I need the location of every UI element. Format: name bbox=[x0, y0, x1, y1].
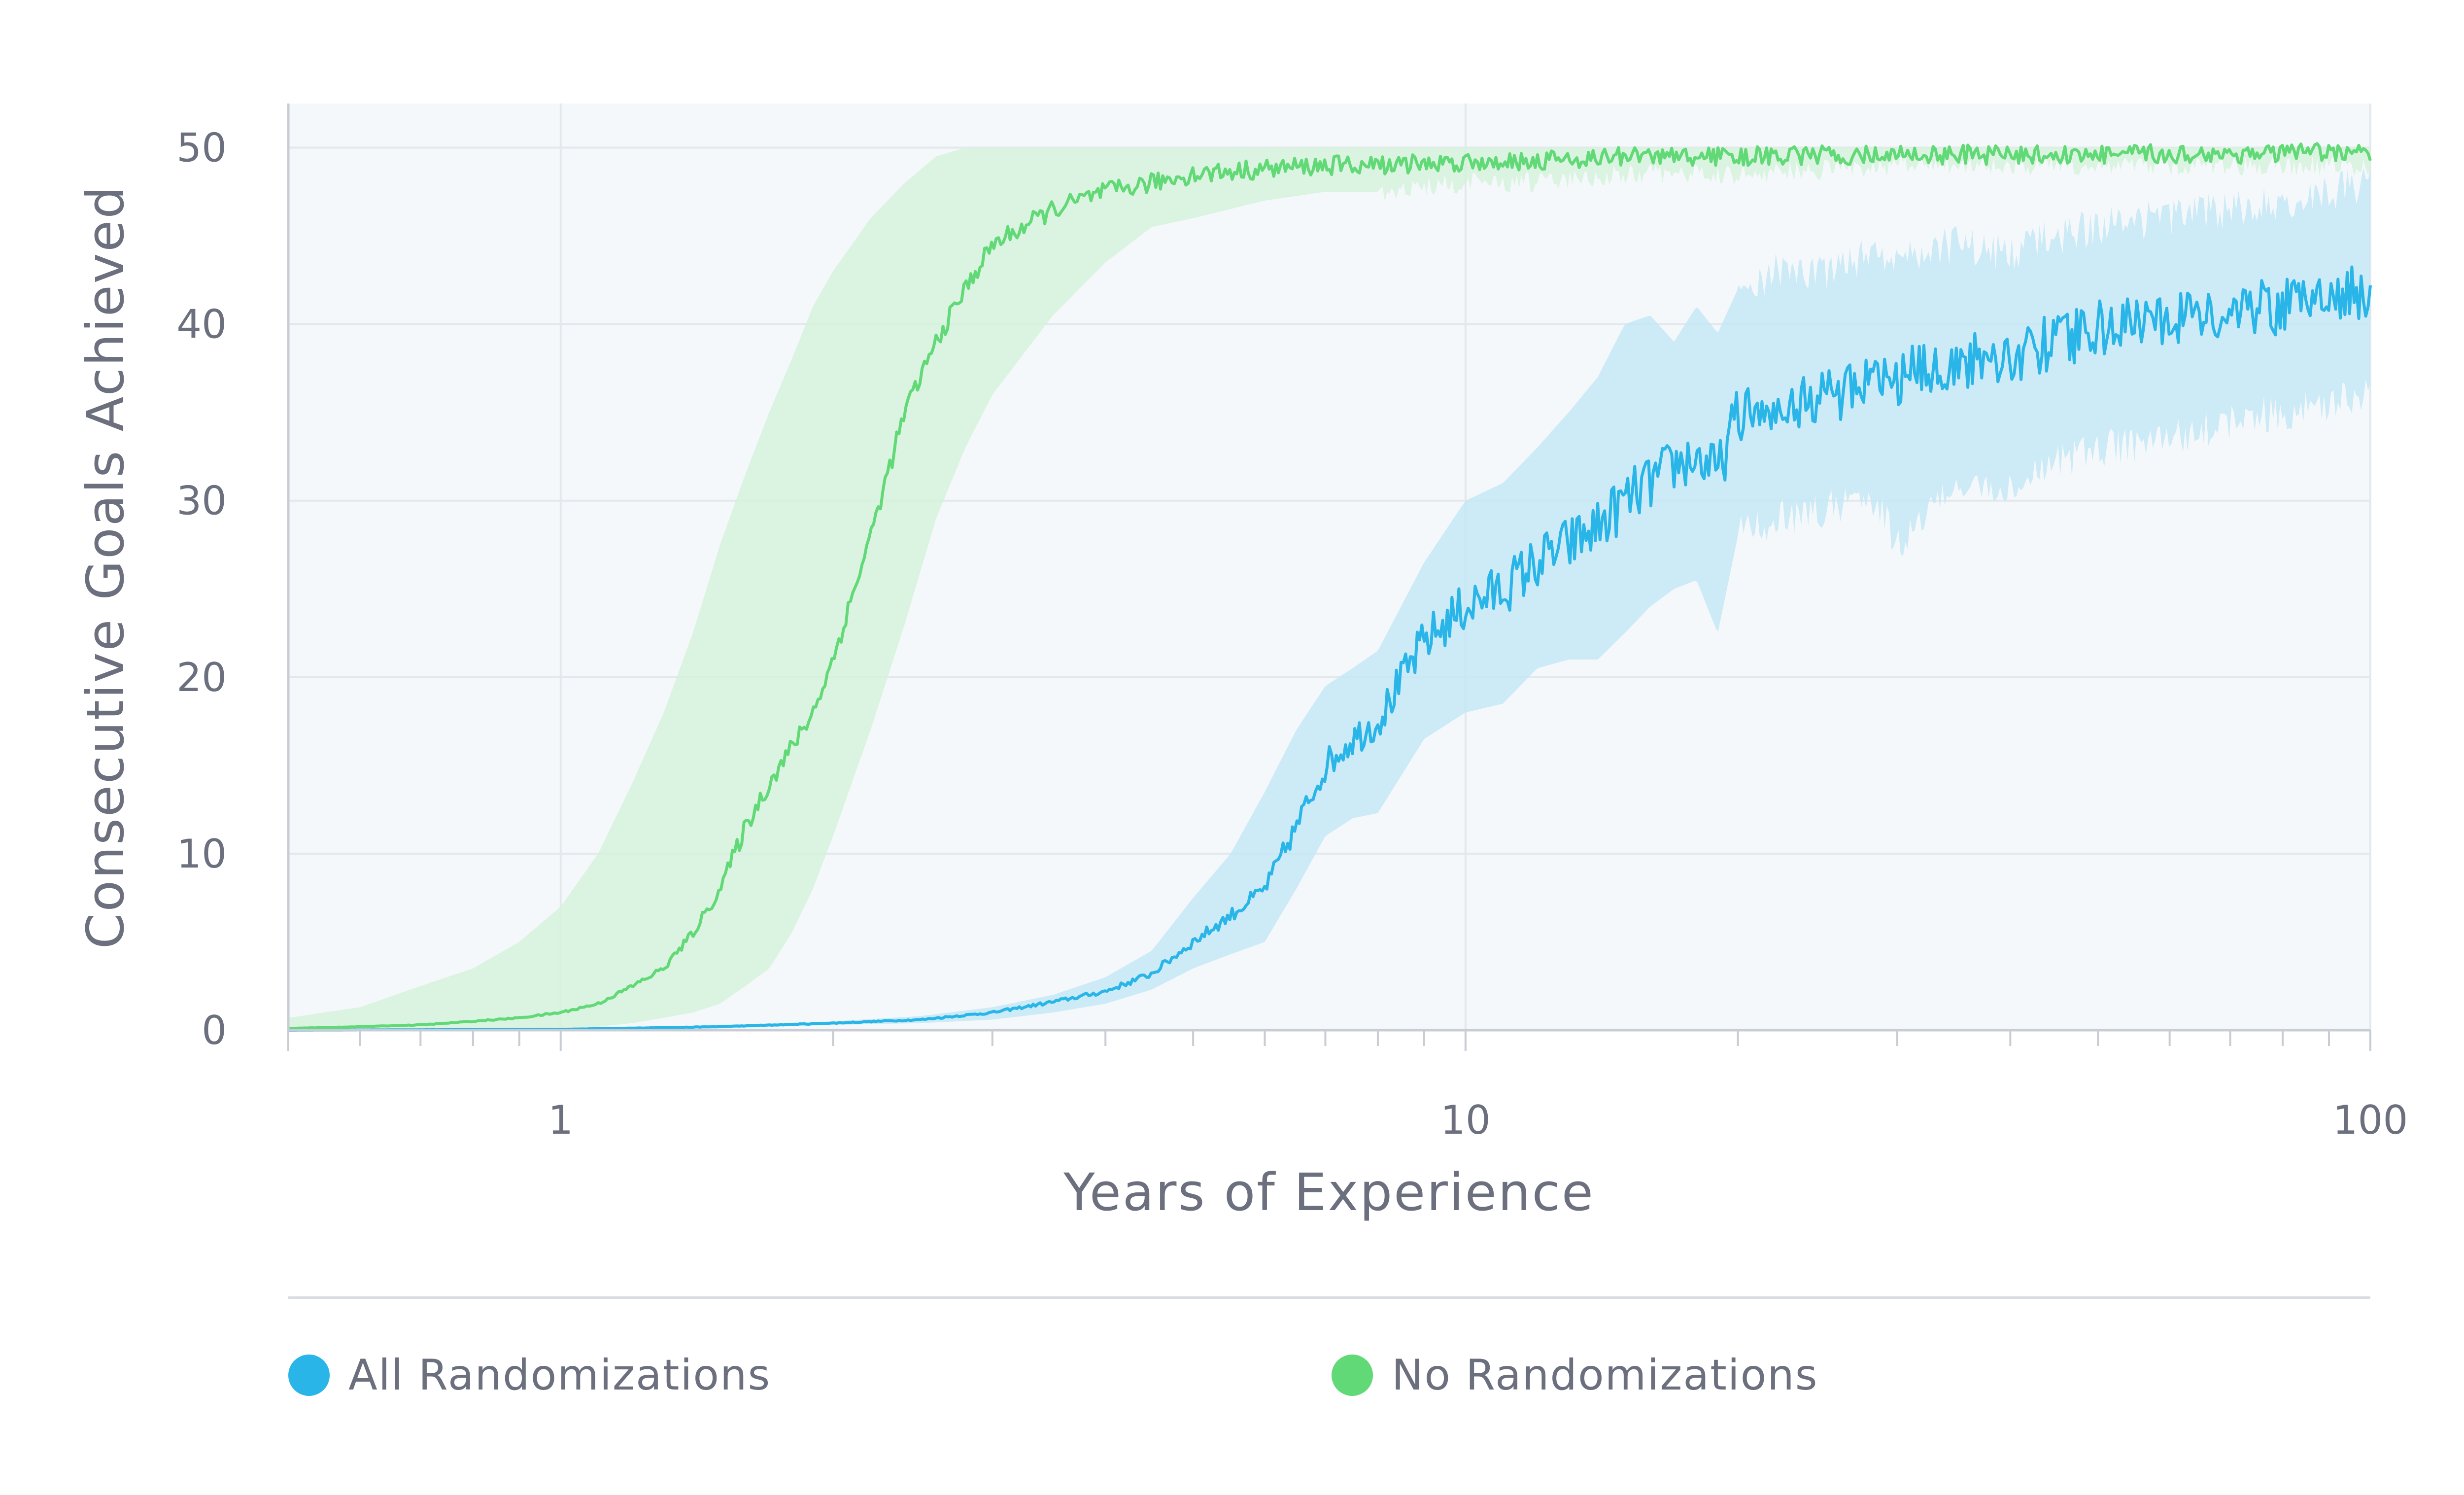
legend-swatch-all-randomizations bbox=[288, 1355, 330, 1396]
x-axis-title: Years of Experience bbox=[1063, 1162, 1595, 1222]
y-axis-title: Consecutive Goals Achieved bbox=[75, 185, 136, 949]
tick-labels: 0 10 20 30 40 50 1 10 100 bbox=[176, 125, 2408, 1143]
series-lines bbox=[288, 142, 2372, 1032]
legend-swatch-no-randomizations bbox=[1332, 1355, 1373, 1396]
x-tick-label: 100 bbox=[2333, 1097, 2408, 1143]
band-no-randomizations bbox=[288, 147, 2370, 1030]
y-tick-label: 10 bbox=[176, 831, 227, 877]
y-tick-label: 30 bbox=[176, 478, 227, 524]
x-tick-label: 1 bbox=[548, 1097, 573, 1143]
x-tick-label: 10 bbox=[1440, 1097, 1491, 1143]
line-no-randomizations bbox=[288, 142, 2372, 1030]
y-tick-label: 50 bbox=[176, 125, 227, 171]
legend-divider bbox=[288, 1296, 2370, 1299]
legend-item-no-randomizations[interactable]: No Randomizations bbox=[1332, 1346, 1818, 1405]
y-tick-label: 40 bbox=[176, 302, 227, 348]
axes bbox=[287, 104, 2371, 1051]
legend-label-no-randomizations: No Randomizations bbox=[1392, 1351, 1818, 1400]
y-tick-label: 20 bbox=[176, 655, 227, 700]
y-tick-label: 0 bbox=[202, 1008, 227, 1053]
legend-label-all-randomizations: All Randomizations bbox=[348, 1351, 771, 1400]
line-all-randomizations bbox=[288, 265, 2372, 1032]
legend-item-all-randomizations[interactable]: All Randomizations bbox=[288, 1346, 771, 1405]
